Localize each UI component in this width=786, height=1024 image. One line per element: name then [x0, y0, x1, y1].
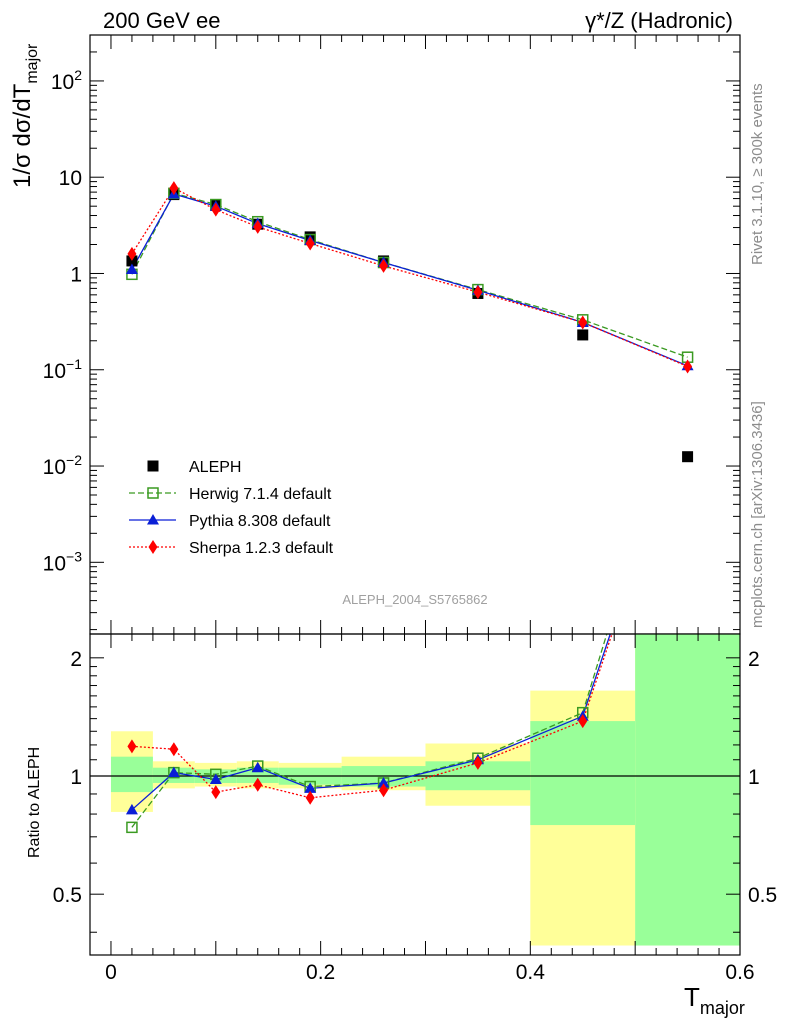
ratio-series-2-point [379, 783, 389, 798]
header-right: γ*/Z (Hadronic) [585, 8, 733, 33]
ratio-series-1-point [377, 776, 390, 788]
main-y-tick-label: 1 [70, 263, 82, 286]
main-y-tick-label: 10 [59, 167, 82, 190]
main-series-3-point [127, 246, 137, 261]
stat-uncertainty-band [635, 634, 740, 946]
main-y-tick-label-base: 1 [70, 263, 82, 286]
main-y-tick-label: 10−3 [43, 548, 83, 575]
main-y-axis-label-base: 1/σ dσ/dT [9, 83, 36, 188]
x-axis-label: Tmajor [684, 982, 745, 1018]
legend-label-0: ALEPH [189, 459, 241, 476]
ratio-series-1-point [167, 766, 180, 778]
main-series-3-point [379, 258, 389, 273]
legend-marker-3 [148, 540, 158, 554]
main-series-3-point [211, 202, 221, 217]
header-left: 200 GeV ee [103, 8, 220, 33]
ratio-series-2-point [127, 739, 137, 754]
legend-label-2: Pythia 8.308 default [189, 513, 331, 530]
main-y-tick-label-exponent: 2 [74, 67, 82, 83]
ratio-series-2-point [473, 755, 483, 770]
ratio-series-1-point [125, 803, 138, 815]
ratio-series-1-point [304, 782, 317, 793]
main-series-3-point [473, 285, 483, 300]
main-series-0-point [577, 329, 589, 341]
main-series-line-1 [131, 192, 688, 358]
ratio-series-1-point [682, 397, 694, 408]
legend-label-3: Sherpa 1.2.3 default [189, 540, 334, 557]
main-y-tick-label-exponent: −1 [66, 356, 82, 372]
x-axis-label-subscript: major [700, 998, 745, 1018]
ratio-y-tick-label-left: 0.5 [53, 884, 82, 907]
main-series-3-point [683, 359, 693, 374]
ratio-y-axis-label-group: Ratio to ALEPH [26, 747, 43, 858]
main-plot-frame [89, 34, 741, 635]
stat-uncertainty-band [110, 756, 153, 793]
ratio-series-1-point [251, 761, 264, 773]
x-tick-label: 0.4 [516, 961, 546, 984]
legend-marker-0 [147, 460, 159, 472]
main-data-layer [125, 181, 694, 463]
main-series-3-point [305, 236, 315, 251]
watermark-label: ALEPH_2004_S5765862 [342, 592, 487, 607]
ratio-y-axis-label: Ratio to ALEPH [26, 747, 43, 858]
legend-label-1: Herwig 7.1.4 default [189, 486, 332, 503]
x-tick-label: 0.2 [306, 961, 335, 984]
main-y-tick-label-base: 10 [43, 360, 66, 383]
stat-uncertainty-band [530, 721, 636, 826]
ratio-data-layer [90, 397, 740, 946]
x-tick-label: 0 [105, 961, 117, 984]
main-series-2-point [125, 263, 138, 274]
legend-marker-2 [147, 514, 159, 525]
ratio-series-2-point [683, 402, 692, 416]
main-series-3-point [253, 219, 263, 234]
ratio-series-line-2 [131, 634, 613, 799]
main-y-tick-label-base: 10 [43, 456, 66, 479]
main-series-3-point [169, 181, 179, 196]
main-y-tick-label-base: 10 [59, 167, 82, 190]
x-axis-label-base: T [684, 982, 700, 1012]
ratio-series-2-point [305, 790, 315, 805]
ratio-series-1-point [209, 773, 222, 784]
ratio-y-tick-label-right: 1 [748, 766, 760, 789]
main-series-3-point [578, 315, 588, 330]
main-series-line-2 [131, 193, 688, 367]
ratio-y-tick-label-right: 2 [748, 648, 760, 671]
rivet-label: Rivet 3.1.10, ≥ 300k events [749, 83, 766, 265]
main-series-0-point [682, 451, 694, 463]
main-y-tick-label-base: 10 [51, 71, 74, 94]
ratio-y-tick-label-left: 1 [70, 766, 82, 789]
legend-marker-1 [147, 487, 159, 499]
main-y-axis-label-group: 1/σ dσ/dTmajor [9, 43, 41, 188]
ratio-series-2-point [578, 714, 588, 729]
main-y-axis-label: 1/σ dσ/dTmajor [9, 43, 41, 188]
legend: ALEPH Herwig 7.1.4 default Pythia 8.308 de… [129, 459, 334, 557]
main-y-tick-label: 10−1 [43, 356, 83, 383]
ratio-series-0-point [126, 821, 138, 834]
ratio-series-2-point [169, 742, 179, 757]
main-y-axis-label-subscript: major [24, 43, 41, 84]
main-y-tick-label: 102 [51, 67, 82, 94]
main-y-tick-label-exponent: −2 [66, 452, 82, 468]
main-y-tick-label-exponent: −3 [66, 548, 82, 564]
main-y-tick-label: 10−2 [43, 452, 83, 479]
ratio-plot-panel: 0.5 0.5 1 1 2 2 0 0.2 0.4 0.6 Ratio to ALEPH Tmajor [26, 397, 777, 1018]
ratio-plot-frame [89, 633, 741, 956]
x-tick-label: 0.6 [725, 961, 754, 984]
ratio-series-2-point [253, 777, 263, 792]
main-y-tick-label-base: 10 [43, 552, 66, 575]
main-series-0-point [126, 255, 138, 267]
ratio-series-2-point [211, 785, 221, 800]
ratio-y-tick-label-right: 0.5 [748, 884, 777, 907]
ratio-y-tick-label-left: 2 [70, 648, 82, 671]
mcplots-label: mcplots.cern.ch [arXiv:1306.3436] [749, 401, 766, 628]
